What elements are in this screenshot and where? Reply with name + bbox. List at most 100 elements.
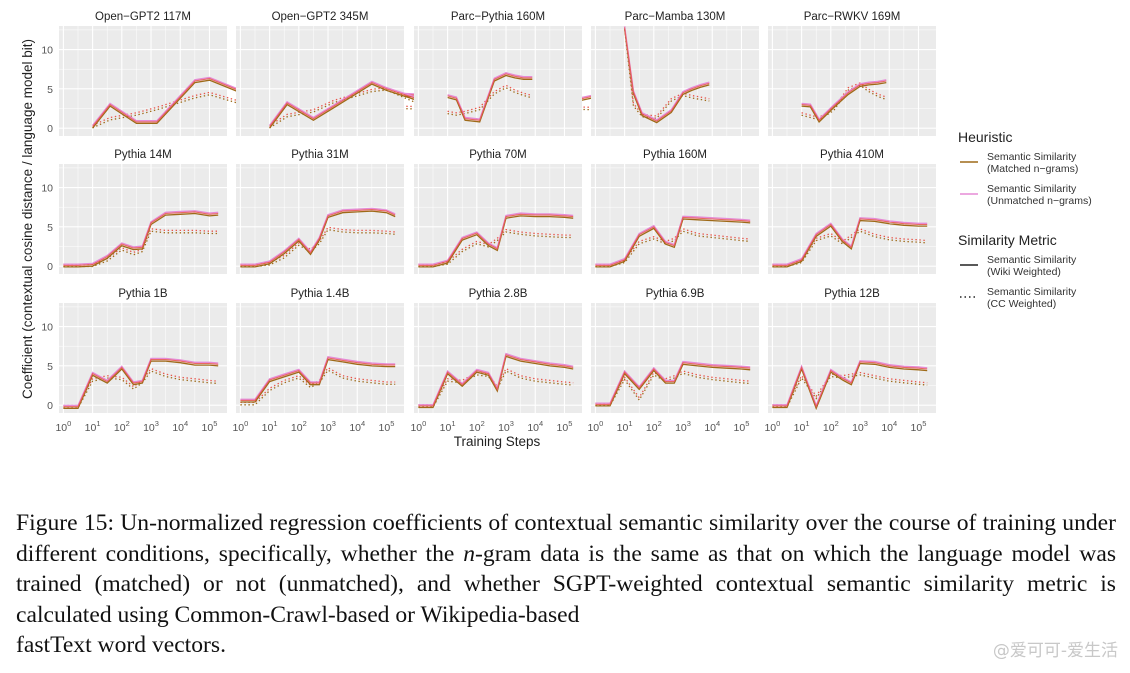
x-tick-label: 103 <box>498 419 514 434</box>
panel-title: Pythia 70M <box>469 149 527 161</box>
x-tick-label: 101 <box>617 419 633 434</box>
y-tick-label: 5 <box>47 361 53 373</box>
panel-title: Pythia 410M <box>820 149 884 161</box>
x-tick-label: 102 <box>291 419 307 434</box>
series-matched-wiki <box>240 210 396 268</box>
caption-line-3: which the language model was trained (ma… <box>16 540 1117 598</box>
series-overlap-wiki <box>595 362 751 405</box>
panel-title: Pythia 1B <box>118 288 168 300</box>
series-unmatched-cc <box>595 370 751 404</box>
series-matched-cc <box>418 370 574 408</box>
figure-plot-area: Open−GPT2 117M 0 5 10 Open−GPT2 345M Parc−Pyt… <box>20 11 1092 449</box>
series-overlap-wiki <box>418 354 574 407</box>
x-tick-label: 103 <box>675 419 691 434</box>
panel-title: Pythia 160M <box>643 149 707 161</box>
series-overlap-wiki <box>63 211 219 266</box>
panel-title: Open−GPT2 117M <box>95 11 191 23</box>
x-tick-label: 101 <box>440 419 456 434</box>
panel-background <box>414 164 582 274</box>
panel-background <box>59 303 227 413</box>
series-matched-wiki <box>801 81 887 123</box>
x-tick-label: 102 <box>823 419 839 434</box>
caption-line-2-before: of training under different conditions, … <box>16 510 1116 567</box>
series-overlap-wiki <box>240 209 396 266</box>
y-tick-label: 0 <box>47 261 53 273</box>
x-tick-label: 105 <box>911 419 927 434</box>
x-tick-label: 100 <box>55 419 71 434</box>
panel-background <box>768 164 936 274</box>
y-tick-label: 10 <box>41 322 53 334</box>
series-overlap-wiki <box>240 357 396 401</box>
x-tick-label: 100 <box>232 419 248 434</box>
panel: Pythia 160M <box>591 149 759 274</box>
panel-background <box>236 303 404 413</box>
series-unmatched-cc <box>801 82 887 119</box>
panel-background <box>59 26 227 136</box>
series-matched-wiki <box>772 362 928 411</box>
series-matched-wiki <box>418 215 574 268</box>
panel: Pythia 1B 0 5 10 100 101 102 103 104 105 <box>41 288 227 434</box>
panel: Parc−Pythia 160M <box>414 11 582 136</box>
panel: Parc−RWKV 169M <box>768 11 936 136</box>
series-matched-wiki <box>595 363 751 407</box>
panel-background <box>414 26 582 136</box>
series-overlap-wiki <box>447 73 533 121</box>
y-tick-label: 5 <box>47 222 53 234</box>
panel-title: Pythia 14M <box>114 149 172 161</box>
y-tick-label: 0 <box>47 123 53 135</box>
series-overlap-wiki <box>801 80 887 122</box>
panel-title: Pythia 2.8B <box>469 288 528 300</box>
series-unmatched-cc <box>418 367 574 406</box>
panel-background <box>768 303 936 413</box>
series-matched-cc <box>801 84 887 121</box>
series-matched-wiki <box>595 218 751 268</box>
series-matched-cc <box>623 28 710 119</box>
x-tick-label: 104 <box>881 419 897 434</box>
legend-metric-title: Similarity Metric <box>958 232 1057 248</box>
panel-title: Parc−RWKV 169M <box>804 11 901 23</box>
panel-background <box>236 26 404 136</box>
series-matched-wiki <box>240 358 396 403</box>
x-tick-label: 104 <box>172 419 188 434</box>
panel-title: Pythia 31M <box>291 149 349 161</box>
panel: Pythia 31M <box>236 149 404 274</box>
legend-heuristic-title: Heuristic <box>958 129 1012 145</box>
panel-title: Parc−Pythia 160M <box>451 11 545 23</box>
caption-line-1: Un-normalized regression coefficients of… <box>120 510 951 536</box>
panel-background <box>591 303 759 413</box>
series-overlap-wiki <box>772 218 928 266</box>
panel: Pythia 12B 100 101 102 103 104 105 <box>764 288 936 434</box>
y-tick-label: 0 <box>47 400 53 412</box>
panel: Pythia 14M 0 5 10 <box>41 149 227 274</box>
panel-background <box>414 303 582 413</box>
x-tick-label: 100 <box>764 419 780 434</box>
series-overlap-wiki <box>772 361 928 409</box>
series-overlap-wiki <box>624 27 710 122</box>
series-matched-cc <box>772 230 928 268</box>
series-matched-wiki <box>623 29 710 124</box>
x-tick-label: 104 <box>704 419 720 434</box>
y-tick-label: 10 <box>41 45 53 57</box>
caption-label: Figure 15: <box>16 510 114 536</box>
panel-background <box>591 26 759 136</box>
x-tick-label: 101 <box>794 419 810 434</box>
series-matched-wiki <box>418 355 574 409</box>
panel-title: Pythia 12B <box>824 288 880 300</box>
x-tick-label: 104 <box>349 419 365 434</box>
series-overlap-wiki <box>595 216 751 266</box>
series-matched-cc <box>595 230 751 268</box>
x-tick-label: 103 <box>143 419 159 434</box>
panel: Pythia 2.8B 100 101 102 103 104 105 <box>410 288 582 434</box>
x-tick-label: 103 <box>852 419 868 434</box>
y-tick-label: 10 <box>41 183 53 195</box>
series-unmatched-cc <box>595 228 751 265</box>
panel-background <box>59 164 227 274</box>
series-unmatched-cc <box>772 228 928 265</box>
panel-title: Pythia 6.9B <box>646 288 705 300</box>
legend-cc-label-2: (CC Weighted) <box>987 298 1056 310</box>
panel-background <box>768 26 936 136</box>
x-tick-label: 105 <box>734 419 750 434</box>
legend-wiki-label-1: Semantic Similarity <box>987 254 1077 266</box>
x-tick-label: 100 <box>587 419 603 434</box>
series-matched-cc <box>772 374 928 408</box>
